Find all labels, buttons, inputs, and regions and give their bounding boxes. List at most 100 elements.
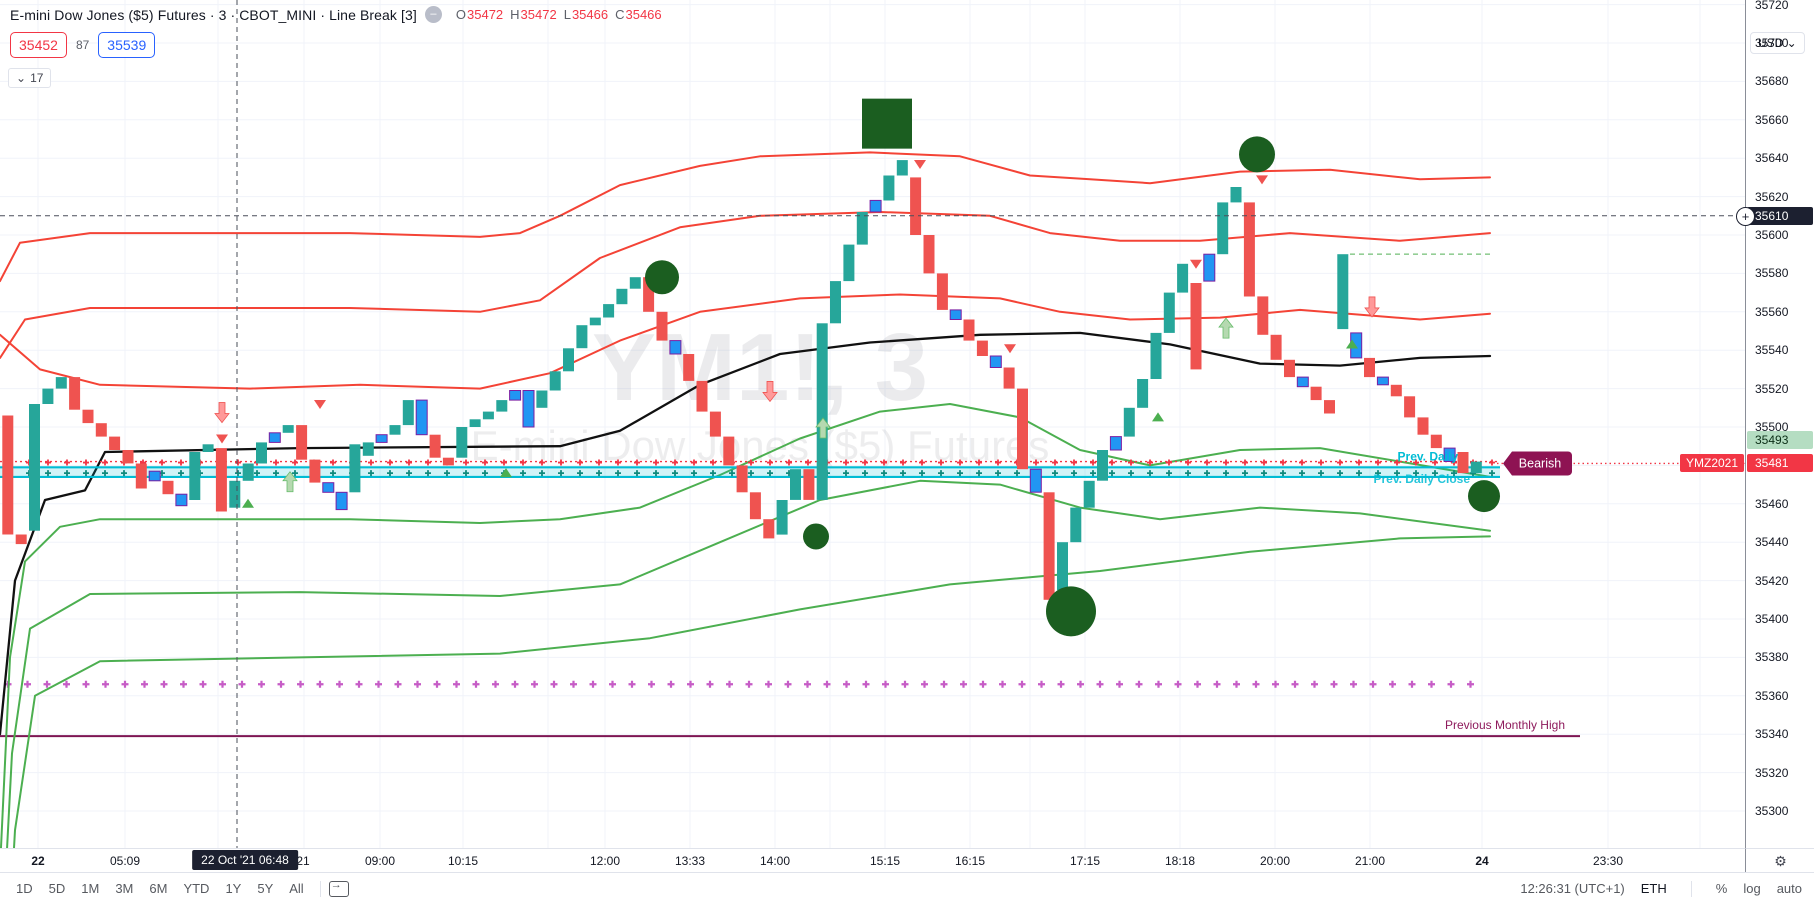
axis-settings-corner[interactable]: ⚙ [1745, 848, 1814, 873]
prev-daily-label: Prev. Daily [1398, 449, 1459, 463]
previous-monthly-high-label: Previous Monthly High [1445, 718, 1565, 732]
line-break-bar [1203, 253, 1216, 282]
line-break-bar [55, 377, 67, 389]
price-tick-label: 35360 [1755, 688, 1789, 703]
up-arrow-icon [1218, 317, 1234, 339]
line-break-bar [1324, 400, 1335, 414]
upper-red-3-line [0, 293, 1491, 390]
symbol-price-tag: YMZ2021 [1680, 454, 1745, 473]
go-to-date-icon[interactable] [328, 879, 349, 897]
buy-triangle-icon [242, 498, 254, 508]
bottom-toolbar: 1D 5D 1M 3M 6M YTD 1Y 5Y All 12:26:31 (UTC+1) ET… [0, 872, 1814, 903]
line-break-bar [723, 436, 735, 466]
price-tick-label: 35340 [1755, 727, 1789, 742]
price-tick-label: 35660 [1755, 112, 1789, 127]
symbol-title[interactable]: E-mini Dow Jones ($5) Futures · 3 · CBOT… [10, 6, 417, 23]
gear-icon[interactable]: ⚙ [1774, 852, 1787, 869]
price-chart[interactable]: YM1!, 3E-mini Dow Jones ($5) FuturesPrev… [0, 0, 1745, 848]
buy-triangle-icon [1346, 339, 1358, 349]
line-break-bar [389, 425, 401, 435]
range-button-3m[interactable]: 3M [115, 881, 134, 896]
log-scale-button[interactable]: log [1743, 881, 1761, 896]
sell-price-button[interactable]: 35452 [10, 32, 67, 58]
time-tick-label: 14:00 [759, 854, 791, 868]
signal-circle [803, 523, 829, 550]
hide-indicator-icon[interactable]: – [424, 6, 442, 23]
line-break-bar [549, 371, 561, 391]
price-tick-label: 35500 [1755, 420, 1789, 434]
line-break-bar [1003, 367, 1015, 389]
line-break-bar [1257, 296, 1269, 335]
line-break-bar [589, 317, 601, 326]
line-break-bar [1217, 202, 1229, 255]
buy-price-button[interactable]: 35539 [98, 32, 156, 58]
line-break-bar [429, 434, 441, 458]
range-button-all[interactable]: All [289, 881, 304, 896]
line-break-bar [1390, 384, 1402, 397]
up-arrow-icon [282, 471, 298, 493]
line-break-bar [215, 448, 227, 512]
price-axis[interactable]: USD ⌄ + 35720 35700 35680 35660 35640 35620 35… [1736, 0, 1814, 848]
line-break-bar [1376, 376, 1389, 386]
line-break-bar [856, 212, 868, 245]
line-break-bar [669, 340, 682, 355]
line-break-bar [1017, 388, 1028, 470]
line-break-bar [82, 409, 94, 424]
line-break-bar [496, 400, 508, 412]
line-break-bar [1177, 263, 1189, 293]
line-break-bar [1430, 434, 1442, 449]
price-tick-label: 35460 [1755, 496, 1789, 511]
line-break-bar [1043, 492, 1055, 600]
indicator-collapse-chip[interactable]: ⌄ 17 [8, 68, 52, 88]
line-break-bar [1270, 334, 1282, 360]
line-break-bar [616, 288, 628, 305]
auto-scale-button[interactable]: auto [1776, 881, 1802, 896]
currency-selector[interactable]: USD ⌄ [1750, 32, 1805, 54]
spread-value: 87 [75, 38, 90, 52]
line-break-bar [122, 450, 134, 464]
sell-triangle-icon [314, 399, 326, 409]
time-axis[interactable]: 22 05:09 21 09:00 10:15 12:00 13:33 14:00 15:15 1… [0, 848, 1745, 873]
line-break-bar [322, 482, 335, 493]
range-button-1y[interactable]: 1Y [225, 881, 242, 896]
down-arrow-icon [762, 381, 778, 403]
add-alert-plus-icon[interactable]: + [1736, 207, 1755, 226]
range-button-5y[interactable]: 5Y [257, 881, 274, 896]
percent-scale-button[interactable]: % [1715, 881, 1728, 896]
range-button-5d[interactable]: 5D [48, 881, 66, 896]
time-tick-label: 10:15 [447, 854, 479, 868]
chart-area[interactable]: YM1!, 3 E-mini Dow Jones ($5) Futures Prev… [0, 0, 1745, 848]
line-break-bar [29, 404, 40, 531]
signal-square [862, 98, 912, 149]
range-button-1d[interactable]: 1D [16, 881, 33, 896]
session-button[interactable]: ETH [1640, 881, 1667, 896]
time-tick-label: 12:00 [589, 854, 621, 868]
line-break-bar [509, 390, 522, 401]
bearish-tag-shape [1503, 451, 1572, 476]
toolbar-divider [319, 880, 321, 897]
line-break-bar [656, 311, 668, 341]
line-break-bar [936, 273, 948, 310]
line-break-bar [1284, 359, 1295, 378]
time-tick-label: 24 [1475, 854, 1489, 868]
line-break-bar [309, 459, 321, 483]
clock[interactable]: 12:26:31 (UTC+1) [1520, 881, 1625, 896]
time-tick-label: 21 [296, 854, 310, 868]
time-tick-label: 15:15 [869, 854, 901, 868]
line-break-bar [335, 491, 348, 511]
signal-circle [645, 260, 679, 295]
line-break-bar [469, 419, 481, 427]
line-break-bar [229, 480, 241, 508]
line-break-bar [522, 390, 535, 428]
line-break-bar [776, 500, 788, 535]
line-break-bar [910, 177, 922, 235]
prev-daily-close-label: Prev. Daily Close [1374, 472, 1471, 486]
range-button-ytd[interactable]: YTD [183, 881, 210, 896]
line-break-bar [989, 355, 1002, 368]
line-break-bar [976, 340, 988, 356]
range-button-1m[interactable]: 1M [81, 881, 100, 896]
time-tick-label: 18:18 [1164, 854, 1196, 868]
line-break-bar [643, 277, 655, 312]
time-tick-label: 22 [31, 854, 45, 868]
range-button-6m[interactable]: 6M [149, 881, 168, 896]
